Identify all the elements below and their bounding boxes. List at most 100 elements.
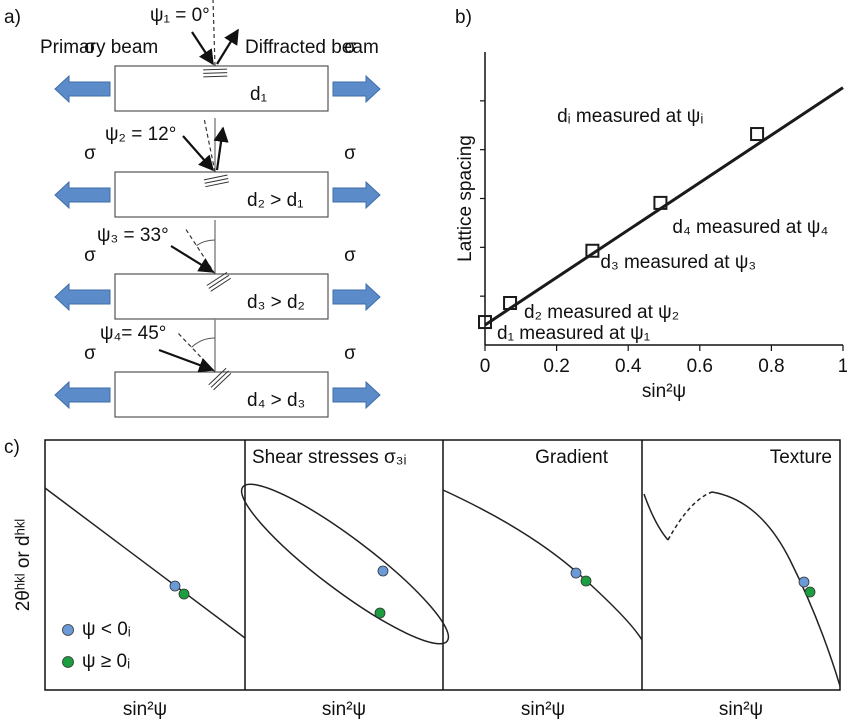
schematic-point [798, 576, 810, 588]
angle-label: ψ₄= 45° [100, 323, 166, 344]
x-tick-label: 0.2 [543, 356, 569, 377]
stress-arrow [54, 380, 111, 410]
stress-arrow [332, 180, 381, 210]
stress-arrow [332, 74, 381, 104]
legend-marker [62, 624, 74, 636]
stress-arrow [54, 180, 111, 210]
curve [711, 491, 841, 687]
primary-beam [170, 245, 215, 273]
tilt-line [184, 227, 216, 275]
lattice-plane [205, 181, 229, 188]
tilt-line [212, 0, 216, 67]
schematic-point [580, 575, 592, 587]
stress-label: σ [344, 37, 356, 58]
angle-label: ψ₃ = 33° [97, 225, 169, 246]
lattice-plane [208, 367, 227, 386]
angle-label: ψ₂ = 12° [105, 124, 176, 145]
legend-label: ψ < 0ᵢ [82, 619, 131, 640]
x-axis-label: sin²ψ [642, 381, 686, 402]
spacing-label: d₂ > d₁ [247, 190, 304, 211]
panel-title: Texture [770, 447, 832, 468]
curve [667, 491, 713, 541]
schematic-point [377, 565, 389, 577]
primary-beam [191, 31, 214, 66]
legend-label: ψ ≥ 0ᵢ [82, 651, 130, 672]
curve [643, 493, 669, 541]
panel-label: a) [4, 7, 21, 28]
angle-label: ψ₁ = 0° [150, 5, 210, 26]
lattice-plane [210, 370, 229, 388]
diffracted-beam [213, 126, 229, 171]
spacing-label: d₄ > d₃ [247, 390, 305, 411]
spacing-label: d₁ [250, 84, 267, 105]
data-point [478, 315, 492, 330]
diffracted-beam-label: Diffracted beam [245, 37, 379, 58]
panel-label: c) [4, 437, 20, 458]
tilt-line [203, 117, 216, 173]
curve [442, 489, 643, 641]
data-point [750, 127, 765, 142]
panel-title: Gradient [535, 447, 609, 468]
x-tick-label: 0.6 [687, 356, 713, 377]
diffracted-beam [216, 28, 239, 65]
schematic-point [374, 607, 386, 619]
lattice-plane [203, 68, 228, 71]
data-point [653, 195, 668, 210]
x-tick-label: 0 [480, 356, 491, 377]
x-axis-label: sin²ψ [322, 699, 366, 720]
lattice-plane [203, 174, 228, 181]
schematic-point [804, 586, 816, 598]
y-axis-label: 2θʰᵏˡ or dʰᵏˡ [13, 519, 34, 612]
stress-label: σ [84, 37, 96, 58]
lattice-plane [208, 274, 230, 289]
x-axis-label: sin²ψ [719, 699, 763, 720]
fit-line [484, 86, 844, 327]
panel-label: b) [455, 7, 472, 28]
stress-arrow [332, 282, 381, 312]
stress-label: σ [84, 143, 96, 164]
lattice-plane [204, 177, 229, 184]
lattice-plane [203, 75, 228, 78]
schematic-point [570, 567, 582, 579]
panel-title: Shear stresses σ₃ᵢ [252, 447, 406, 468]
stress-arrow [54, 74, 111, 104]
point-label: dᵢ measured at ψᵢ [557, 106, 703, 127]
x-axis-label: sin²ψ [123, 699, 167, 720]
lattice-plane [210, 277, 232, 292]
lattice-plane [203, 72, 228, 74]
stress-label: σ [84, 245, 96, 266]
stress-arrow [54, 282, 111, 312]
point-label: d₄ measured at ψ₄ [672, 217, 828, 238]
data-point [503, 296, 518, 311]
stress-label: σ [344, 245, 356, 266]
x-axis-label: sin²ψ [521, 699, 565, 720]
point-label: d₂ measured at ψ₂ [524, 302, 679, 323]
stress-label: σ [84, 343, 96, 364]
stress-label: σ [344, 343, 356, 364]
lattice-plane [213, 372, 232, 391]
stress-arrow [332, 380, 381, 410]
x-tick-label: 1 [838, 356, 847, 377]
stress-label: σ [344, 143, 356, 164]
primary-beam-label: Primary beam [40, 37, 158, 58]
primary-beam [182, 135, 215, 172]
data-point [585, 243, 600, 258]
angle-arc [196, 239, 216, 246]
x-tick-label: 0.8 [758, 356, 784, 377]
specimen [114, 65, 329, 112]
angle-arc [191, 337, 216, 348]
legend-marker [62, 656, 74, 668]
spacing-label: d₃ > d₂ [247, 292, 305, 313]
curve [240, 483, 450, 645]
x-tick-label: 0.4 [615, 356, 642, 377]
curve [44, 487, 246, 639]
point-label: d₃ measured at ψ₃ [600, 252, 756, 273]
specimen [114, 273, 329, 320]
schematic-point [178, 588, 190, 600]
schematic-point [169, 580, 181, 592]
point-label: d₁ measured at ψ₁ [497, 323, 650, 344]
primary-beam [158, 348, 215, 373]
y-axis-label: Lattice spacing [455, 135, 476, 262]
lattice-plane [206, 271, 228, 286]
